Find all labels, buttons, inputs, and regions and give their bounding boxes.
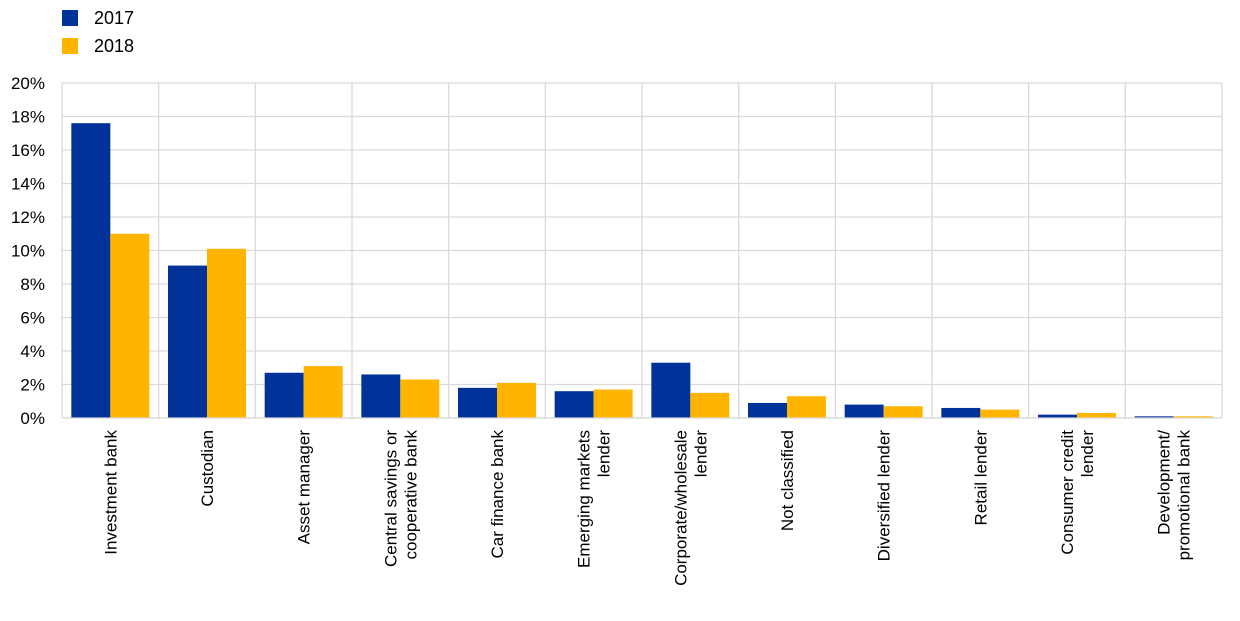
legend-swatch-2018 [62, 38, 78, 54]
legend-swatch-2017 [62, 10, 78, 26]
x-tick-label-line: Asset manager [295, 430, 314, 545]
bar-2018 [787, 396, 826, 418]
bar-2018 [690, 392, 730, 418]
bar-2017 [651, 362, 691, 418]
x-tick-label-line: Retail lender [971, 430, 990, 526]
x-tick-label-line: Corporate/wholesale [671, 430, 690, 586]
y-tick-label: 10% [11, 242, 45, 261]
x-tick-label: Development/promotional bank [1155, 430, 1194, 561]
x-tick-label: Car finance bank [488, 430, 507, 559]
x-tick-label: Consumer creditlender [1058, 430, 1097, 555]
x-tick-label-line: Not classified [778, 430, 797, 531]
x-tick-label-line: Diversified lender [875, 430, 894, 562]
y-tick-label: 6% [20, 309, 45, 328]
bar-2018 [1077, 412, 1116, 418]
bar-2017 [1038, 414, 1077, 418]
bar-2018 [303, 366, 343, 418]
bar-2018 [883, 406, 923, 418]
bar-2018 [1173, 416, 1213, 418]
x-tick-label: Investment bank [101, 430, 120, 555]
bar-2017 [168, 265, 207, 418]
x-tick-label-line: Custodian [198, 430, 217, 507]
x-tick-label-line: Development/ [1155, 430, 1174, 535]
x-tick-label-line: lender [1078, 430, 1097, 478]
x-tick-label-line: Investment bank [101, 430, 120, 555]
legend-label-2018: 2018 [94, 35, 135, 56]
bar-2018 [980, 409, 1020, 418]
bar-2017 [941, 407, 981, 418]
bar-2018 [593, 389, 633, 418]
bar-2017 [554, 391, 594, 418]
y-tick-label: 18% [11, 108, 45, 127]
bar-2017 [844, 404, 884, 418]
x-tick-label-line: Central savings or [381, 430, 400, 567]
x-tick-label: Emerging marketslender [575, 430, 614, 568]
bar-2017 [458, 387, 497, 418]
x-tick-label: Corporate/wholesalelender [671, 430, 710, 586]
x-tick-label-line: cooperative bank [401, 430, 420, 560]
bar-2018 [497, 382, 536, 418]
bar-2017 [748, 402, 787, 418]
y-tick-label: 16% [11, 141, 45, 160]
x-tick-label: Custodian [198, 430, 217, 507]
x-tick-label: Retail lender [971, 430, 990, 526]
bar-2017 [71, 123, 111, 418]
legend-item-2017: 2017 [62, 4, 134, 32]
bar-2018 [110, 233, 150, 418]
y-tick-label: 20% [11, 74, 45, 93]
x-tick-label-line: Emerging markets [575, 430, 594, 568]
y-tick-label: 2% [20, 376, 45, 395]
bar-2017 [1134, 416, 1174, 418]
legend-label-2017: 2017 [94, 7, 135, 28]
legend-item-2018: 2018 [62, 32, 134, 60]
bar-2017 [264, 372, 304, 418]
x-tick-label-line: lender [691, 430, 710, 478]
x-tick-label: Asset manager [295, 430, 314, 545]
x-tick-label-line: Consumer credit [1058, 430, 1077, 555]
y-tick-label: 0% [20, 409, 45, 428]
bar-2017 [361, 374, 401, 418]
bar-2018 [207, 248, 246, 418]
y-tick-label: 12% [11, 208, 45, 227]
x-tick-label-line: lender [595, 430, 614, 478]
x-tick-label: Central savings orcooperative bank [381, 430, 420, 568]
x-tick-label-line: promotional bank [1175, 430, 1194, 561]
x-tick-label: Not classified [778, 430, 797, 531]
bar-2018 [400, 379, 440, 418]
y-tick-label: 4% [20, 342, 45, 361]
y-tick-label: 8% [20, 275, 45, 294]
y-tick-label: 14% [11, 175, 45, 194]
legend: 2017 2018 [62, 4, 134, 60]
x-tick-label: Diversified lender [875, 430, 894, 562]
x-tick-label-line: Car finance bank [488, 430, 507, 559]
